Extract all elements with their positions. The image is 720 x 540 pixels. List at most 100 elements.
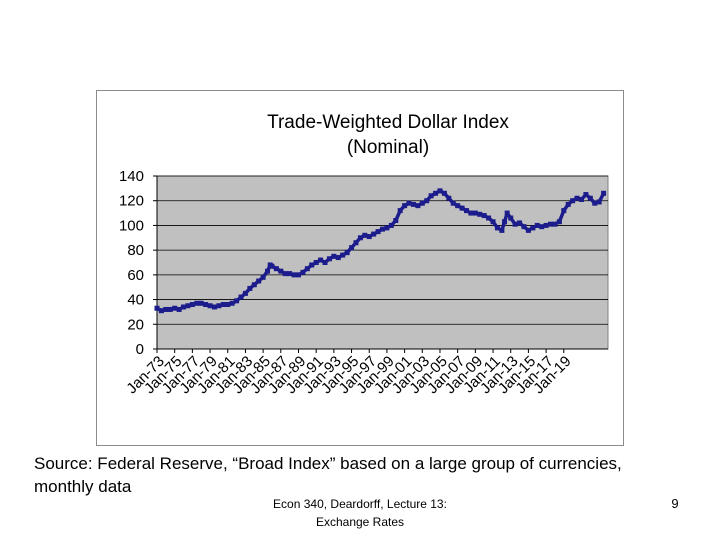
data-point (353, 240, 359, 246)
data-point (265, 268, 271, 274)
footer-line-2: Exchange Rates (315, 515, 405, 529)
data-point (229, 300, 235, 306)
footer-line-1: Econ 340, Deardorff, Lecture 13: (273, 497, 447, 511)
data-point (375, 229, 381, 235)
data-point (556, 219, 562, 225)
data-point (459, 205, 465, 211)
data-point (578, 196, 584, 202)
data-point (282, 271, 288, 277)
data-point (269, 263, 275, 269)
data-point (534, 222, 540, 228)
data-point (565, 201, 571, 207)
source-note: Source: Federal Reserve, “Broad Index” b… (34, 454, 622, 496)
data-point (295, 272, 301, 278)
data-point (326, 256, 332, 262)
data-point (300, 269, 306, 275)
plot-area (156, 175, 609, 350)
data-point (273, 266, 279, 272)
data-point (428, 193, 434, 199)
data-point (340, 252, 346, 258)
data-point (502, 219, 508, 225)
y-tick-label: 140 (119, 168, 144, 185)
y-tick-label: 0 (136, 341, 144, 358)
data-point (525, 227, 531, 233)
y-tick-label: 100 (119, 217, 144, 234)
data-point (211, 304, 217, 310)
data-point (468, 210, 474, 216)
data-point (548, 221, 554, 227)
data-point (362, 232, 368, 238)
data-point (313, 260, 319, 265)
chart-title-line: Trade-Weighted Dollar Index (267, 112, 509, 133)
data-point (154, 305, 160, 311)
data-point (158, 308, 164, 314)
data-point (287, 271, 293, 277)
data-point (189, 302, 195, 308)
data-point (530, 225, 536, 231)
data-point (357, 235, 363, 241)
data-point (424, 198, 430, 204)
data-point (570, 198, 576, 204)
data-point (455, 203, 461, 209)
data-point (185, 303, 191, 309)
chart-title-line: (Nominal) (347, 137, 429, 158)
data-point (172, 305, 178, 311)
data-point (587, 195, 593, 201)
data-point (494, 225, 500, 231)
data-point (402, 203, 408, 209)
data-point (181, 304, 187, 310)
data-point (318, 257, 324, 263)
data-point (419, 200, 425, 206)
data-point (601, 190, 607, 196)
y-tick-label: 60 (127, 267, 144, 284)
data-point (198, 300, 204, 306)
data-point (220, 302, 226, 308)
data-point (366, 234, 372, 240)
data-point (291, 272, 297, 278)
data-point (504, 210, 510, 216)
y-tick-label: 20 (127, 316, 144, 333)
data-point (406, 200, 412, 206)
data-point (464, 208, 470, 214)
data-point (216, 303, 222, 309)
data-point (441, 190, 447, 196)
data-point (278, 268, 284, 274)
data-point (194, 300, 200, 306)
data-point (539, 224, 545, 230)
data-point (309, 262, 315, 268)
data-point (583, 192, 589, 198)
y-tick-label: 120 (119, 193, 144, 210)
data-point (552, 221, 558, 227)
data-point (472, 210, 478, 216)
data-point (304, 266, 310, 272)
data-point (490, 219, 496, 225)
data-point (388, 222, 394, 228)
data-point (260, 274, 266, 280)
data-point (167, 306, 173, 312)
data-point (242, 290, 248, 296)
page-number: 9 (671, 496, 679, 511)
data-point (481, 213, 487, 219)
data-point (574, 195, 580, 201)
data-point (331, 253, 337, 259)
data-point (203, 302, 209, 308)
data-point (450, 200, 456, 206)
data-point (344, 250, 350, 256)
y-tick-label: 80 (127, 242, 144, 259)
data-point (596, 199, 602, 205)
data-point (393, 217, 399, 223)
data-point (508, 215, 514, 221)
data-point (163, 306, 169, 312)
data-point (176, 306, 182, 312)
data-point (247, 285, 253, 291)
data-point (521, 224, 527, 230)
footer-course-info: Econ 340, Deardorff, Lecture 13: Exchang… (250, 495, 470, 531)
data-point (543, 222, 549, 228)
data-point (437, 188, 443, 194)
data-point (371, 231, 377, 237)
data-point (380, 226, 385, 232)
data-point (415, 203, 421, 209)
data-point (335, 255, 341, 261)
data-point (207, 303, 213, 309)
